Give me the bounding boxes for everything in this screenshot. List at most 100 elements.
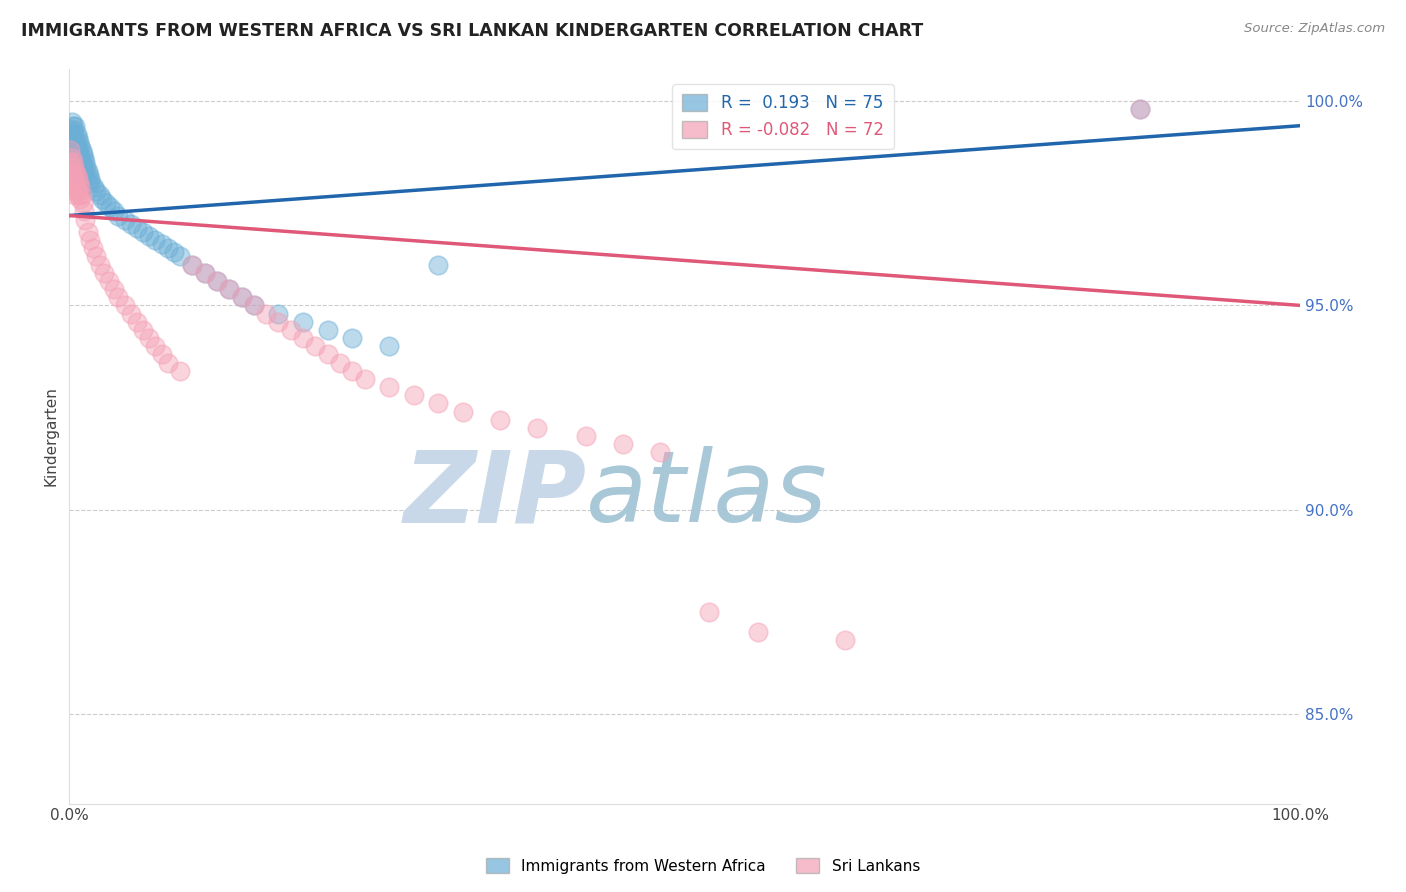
Point [67, 160, 90, 174]
Point [489, 413, 512, 427]
Point [83, 180, 105, 194]
Point [66, 143, 89, 157]
Point [66, 131, 89, 145]
Point [59, 122, 82, 136]
Point [329, 355, 352, 369]
Point [76, 176, 98, 190]
Point [60, 163, 83, 178]
Text: atlas: atlas [586, 446, 828, 543]
Point [75, 160, 97, 174]
Point [63, 160, 86, 174]
Point [138, 331, 160, 345]
Point [218, 282, 240, 296]
Point [63, 122, 86, 136]
Point [62, 143, 84, 157]
Point [75, 168, 97, 182]
Point [67, 188, 90, 202]
Point [70, 143, 93, 157]
Point [80, 176, 103, 190]
Point [243, 298, 266, 312]
Point [205, 274, 228, 288]
Point [63, 184, 86, 198]
Point [194, 266, 217, 280]
Point [120, 217, 142, 231]
Point [125, 315, 148, 329]
Point [747, 625, 769, 640]
Point [76, 225, 98, 239]
Point [69, 139, 91, 153]
Point [427, 258, 450, 272]
Point [451, 404, 474, 418]
Point [65, 143, 87, 157]
Point [69, 180, 91, 194]
Point [292, 315, 315, 329]
Point [353, 372, 375, 386]
Point [73, 152, 96, 166]
Point [194, 266, 217, 280]
Point [98, 200, 121, 214]
Point [66, 171, 89, 186]
Point [62, 119, 84, 133]
Point [63, 171, 86, 186]
Point [65, 180, 87, 194]
Point [1129, 103, 1152, 117]
Point [76, 163, 98, 178]
Point [648, 445, 671, 459]
Point [70, 188, 93, 202]
Point [316, 323, 339, 337]
Point [65, 131, 87, 145]
Point [280, 323, 302, 337]
Point [60, 114, 83, 128]
Point [132, 225, 155, 239]
Point [73, 163, 96, 178]
Point [70, 168, 93, 182]
Point [59, 155, 82, 169]
Point [427, 396, 450, 410]
Point [91, 192, 114, 206]
Point [77, 168, 100, 182]
Point [205, 274, 228, 288]
Point [150, 347, 173, 361]
Point [72, 196, 94, 211]
Point [65, 168, 87, 182]
Point [60, 152, 83, 166]
Point [65, 163, 87, 178]
Y-axis label: Kindergarten: Kindergarten [44, 386, 58, 486]
Point [62, 180, 84, 194]
Point [70, 155, 93, 169]
Point [62, 155, 84, 169]
Point [267, 307, 290, 321]
Point [125, 220, 148, 235]
Point [120, 307, 142, 321]
Point [79, 171, 101, 186]
Legend: R =  0.193   N = 75, R = -0.082   N = 72: R = 0.193 N = 75, R = -0.082 N = 72 [672, 84, 894, 149]
Point [132, 323, 155, 337]
Point [63, 135, 86, 149]
Point [67, 135, 90, 149]
Point [138, 229, 160, 244]
Point [69, 152, 91, 166]
Point [526, 421, 548, 435]
Point [107, 209, 129, 223]
Point [65, 155, 87, 169]
Point [145, 233, 167, 247]
Point [73, 204, 96, 219]
Point [145, 339, 167, 353]
Point [1129, 103, 1152, 117]
Text: IMMIGRANTS FROM WESTERN AFRICA VS SRI LANKAN KINDERGARTEN CORRELATION CHART: IMMIGRANTS FROM WESTERN AFRICA VS SRI LA… [21, 22, 924, 40]
Point [103, 282, 125, 296]
Point [231, 290, 253, 304]
Point [378, 380, 401, 394]
Point [60, 176, 83, 190]
Point [316, 347, 339, 361]
Point [96, 196, 118, 211]
Point [342, 364, 364, 378]
Point [79, 233, 101, 247]
Point [267, 315, 290, 329]
Point [65, 176, 87, 190]
Point [697, 605, 720, 619]
Point [60, 152, 83, 166]
Point [169, 249, 191, 263]
Point [66, 184, 89, 198]
Point [612, 437, 634, 451]
